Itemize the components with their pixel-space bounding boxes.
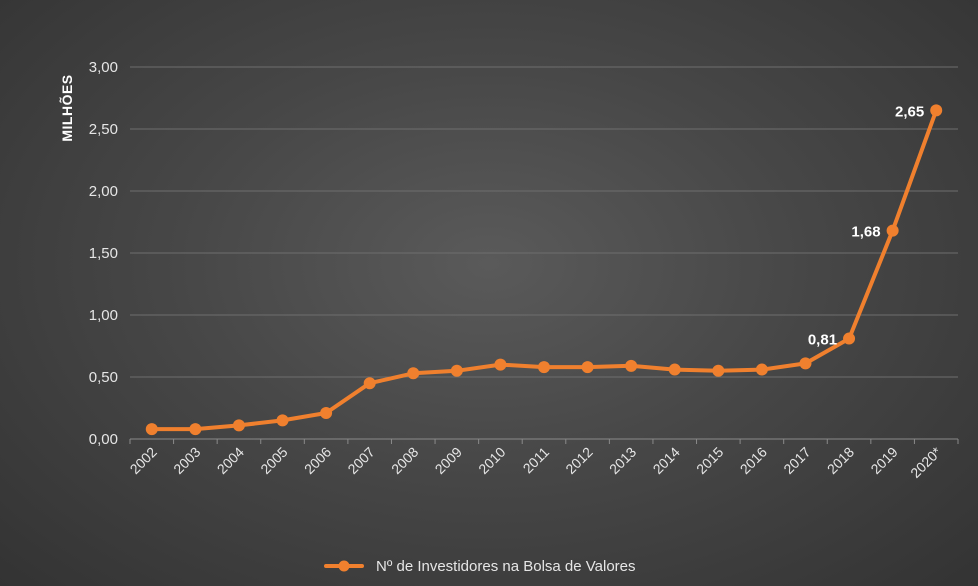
data-point — [276, 414, 289, 427]
legend-label: Nº de Investidores na Bolsa de Valores — [376, 558, 636, 575]
y-tick-label: 1,50 — [89, 245, 118, 262]
y-tick-label: 2,00 — [89, 183, 118, 200]
data-label: 1,68 — [851, 224, 880, 241]
data-label: 2,65 — [895, 103, 924, 120]
data-point — [930, 104, 943, 117]
x-tick-label: 2015 — [693, 444, 726, 477]
data-point — [320, 406, 333, 419]
x-tick-label: 2009 — [432, 444, 465, 477]
x-tick-label: 2016 — [737, 444, 770, 477]
x-tick-label: 2008 — [388, 444, 421, 477]
x-tick-label: 2011 — [520, 444, 553, 477]
y-axis-label: MILHÕES — [58, 74, 75, 141]
x-tick-label: 2014 — [650, 444, 683, 477]
y-tick-label: 2,50 — [89, 121, 118, 138]
data-point — [494, 358, 507, 371]
x-tick-label: 2006 — [301, 444, 334, 477]
x-tick-label: 2003 — [170, 444, 203, 477]
data-point — [581, 361, 594, 374]
y-tick-label: 0,50 — [89, 369, 118, 386]
data-point — [189, 423, 202, 436]
data-point — [843, 332, 856, 345]
x-tick-label: 2005 — [257, 444, 290, 477]
data-point — [232, 419, 245, 432]
data-point — [538, 361, 550, 374]
data-label: 0,81 — [808, 332, 837, 349]
x-tick-label: 2010 — [475, 444, 508, 477]
legend: Nº de Investidores na Bolsa de Valores — [324, 558, 636, 575]
data-point — [363, 377, 376, 390]
x-tick-label: 2019 — [867, 444, 900, 477]
data-point — [450, 364, 463, 377]
data-point — [712, 364, 725, 377]
x-tick-label: 2017 — [780, 444, 813, 477]
x-axis-ticks: 2002 2003 2004 2005 2006 2007 2008 2009 2010 2011… — [127, 439, 959, 481]
data-point — [799, 357, 812, 370]
data-point — [407, 367, 420, 380]
x-tick-label: 2013 — [606, 444, 639, 477]
y-tick-label: 1,00 — [89, 307, 118, 324]
data-point — [625, 359, 638, 372]
x-tick-label: 2004 — [214, 444, 247, 477]
series-line — [149, 108, 939, 432]
x-tick-label: 2012 — [562, 444, 595, 477]
data-labels: 0,81 1,68 2,65 — [808, 103, 924, 348]
series-group — [145, 104, 943, 436]
y-axis-ticks: 0,00 0,50 1,00 1,50 2,00 2,50 3,00 — [89, 59, 118, 448]
y-tick-label: 0,00 — [89, 431, 118, 448]
data-point — [755, 363, 768, 376]
gridlines — [130, 66, 958, 440]
x-tick-label: 2002 — [127, 444, 160, 477]
x-tick-label: 2018 — [824, 444, 857, 477]
y-tick-label: 3,00 — [89, 59, 118, 76]
x-tick-label: 2020* — [907, 443, 945, 481]
data-point — [886, 224, 899, 237]
legend-marker — [338, 560, 350, 572]
x-tick-label: 2007 — [344, 444, 377, 477]
data-point — [668, 363, 681, 376]
data-point — [145, 423, 158, 436]
